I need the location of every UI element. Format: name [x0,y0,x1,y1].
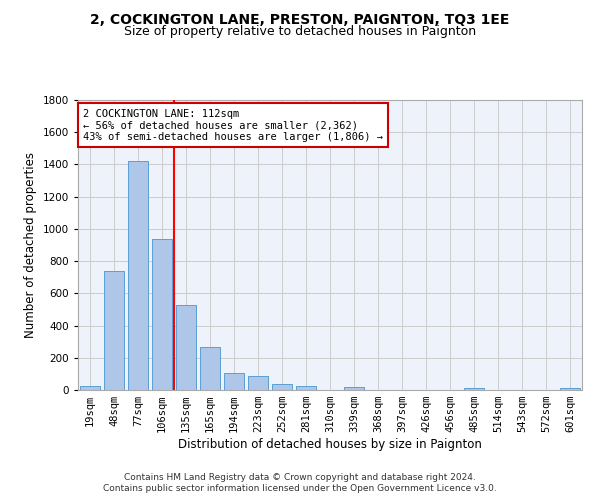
Bar [344,387,364,390]
Bar [176,304,196,390]
Bar [224,374,244,390]
Text: 2 COCKINGTON LANE: 112sqm
← 56% of detached houses are smaller (2,362)
43% of se: 2 COCKINGTON LANE: 112sqm ← 56% of detac… [83,108,383,142]
X-axis label: Distribution of detached houses by size in Paignton: Distribution of detached houses by size … [178,438,482,451]
Bar [104,271,124,390]
Bar [248,376,268,390]
Text: Contains HM Land Registry data © Crown copyright and database right 2024.: Contains HM Land Registry data © Crown c… [124,472,476,482]
Bar [80,386,100,390]
Bar [464,388,484,390]
Bar [296,386,316,390]
Bar [272,384,292,390]
Bar [128,161,148,390]
Bar [200,348,220,390]
Text: Contains public sector information licensed under the Open Government Licence v3: Contains public sector information licen… [103,484,497,493]
Bar [152,238,172,390]
Text: Size of property relative to detached houses in Paignton: Size of property relative to detached ho… [124,25,476,38]
Text: 2, COCKINGTON LANE, PRESTON, PAIGNTON, TQ3 1EE: 2, COCKINGTON LANE, PRESTON, PAIGNTON, T… [91,12,509,26]
Y-axis label: Number of detached properties: Number of detached properties [24,152,37,338]
Bar [560,388,580,390]
